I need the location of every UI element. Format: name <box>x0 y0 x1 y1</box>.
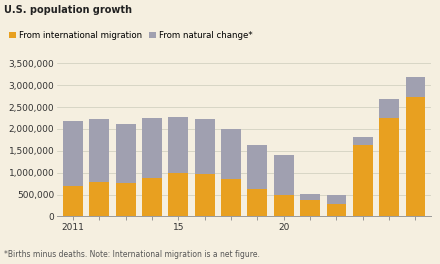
Bar <box>406 77 425 97</box>
Bar <box>274 155 293 195</box>
Bar <box>300 200 320 216</box>
Bar <box>221 179 241 216</box>
Bar <box>116 124 136 183</box>
Bar <box>221 129 241 179</box>
Bar <box>326 204 346 216</box>
Text: *Births minus deaths. Note: International migration is a net figure.: *Births minus deaths. Note: Internationa… <box>4 250 260 259</box>
Bar <box>274 195 293 216</box>
Bar <box>142 178 162 216</box>
Bar <box>353 145 373 216</box>
Bar <box>195 119 215 174</box>
Bar <box>247 145 267 189</box>
Bar <box>300 194 320 200</box>
Bar <box>406 97 425 216</box>
Bar <box>142 118 162 178</box>
Bar <box>89 182 109 216</box>
Bar <box>326 195 346 204</box>
Bar <box>63 186 83 216</box>
Bar <box>89 119 109 182</box>
Bar <box>247 189 267 216</box>
Bar <box>353 137 373 145</box>
Bar <box>63 121 83 186</box>
Legend: From international migration, From natural change*: From international migration, From natur… <box>9 31 252 40</box>
Bar <box>169 173 188 216</box>
Bar <box>379 99 399 119</box>
Bar <box>195 174 215 216</box>
Text: U.S. population growth: U.S. population growth <box>4 5 132 15</box>
Bar <box>379 119 399 216</box>
Bar <box>169 117 188 173</box>
Bar <box>116 183 136 216</box>
